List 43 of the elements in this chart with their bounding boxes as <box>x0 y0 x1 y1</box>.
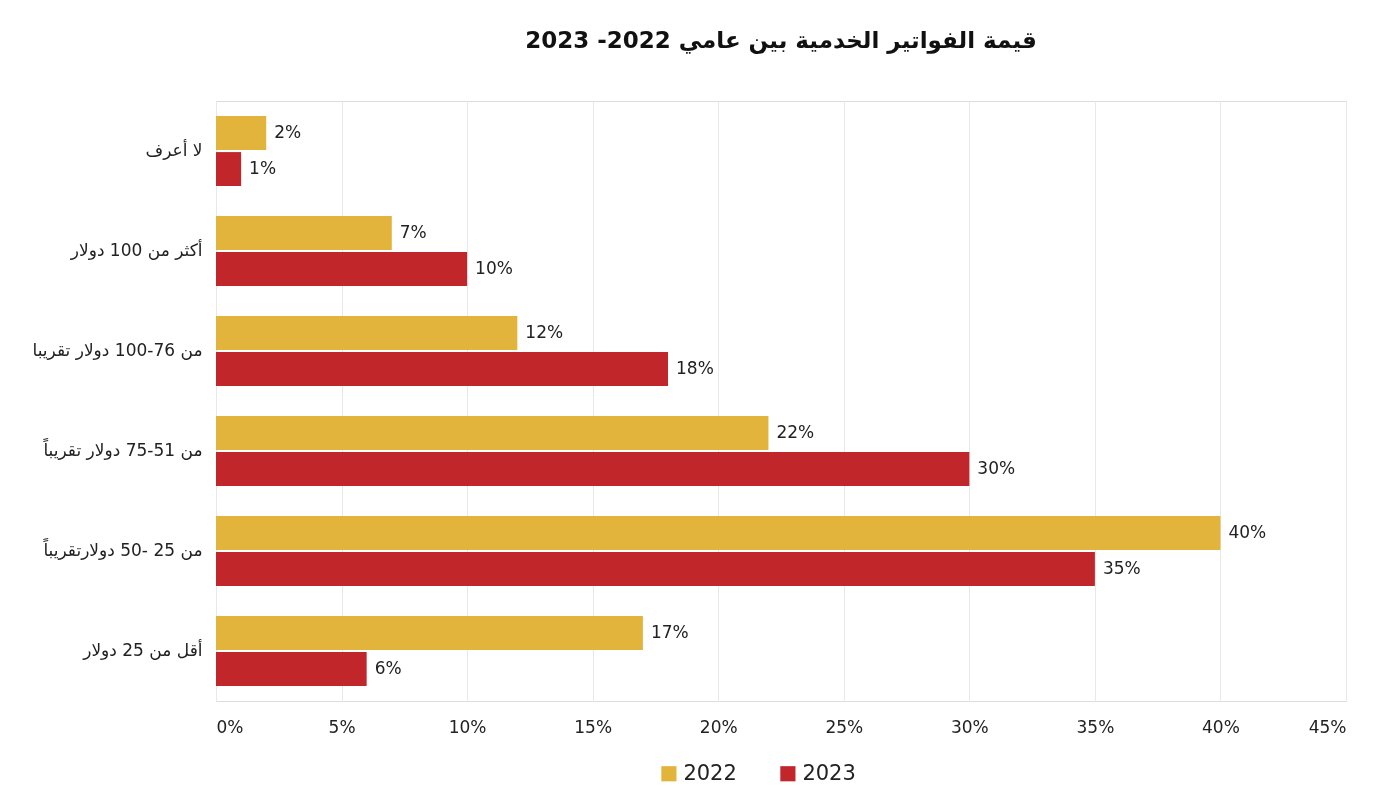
bar <box>216 616 643 650</box>
data-label: 6% <box>374 658 402 679</box>
y-tick-label: أكثر من 100 دولار <box>69 239 203 260</box>
x-tick-label: 30% <box>950 716 989 737</box>
x-tick-label: 20% <box>699 716 738 737</box>
x-tick-label: 25% <box>825 716 864 737</box>
data-label: 1% <box>249 158 277 179</box>
y-tick-label: لا أعرف <box>145 139 203 160</box>
data-label: 40% <box>1228 521 1267 542</box>
data-label: 10% <box>475 258 513 279</box>
data-label: 12% <box>525 321 564 342</box>
y-tick-label: أقل من 25 دولار <box>82 639 203 660</box>
x-tick-label: 45% <box>1308 716 1347 737</box>
y-tick-label: من 76-100 دولار تقريبا <box>32 340 203 360</box>
bar <box>216 116 267 150</box>
bar <box>216 316 518 350</box>
legend-label: 2023 <box>802 760 856 785</box>
bar <box>216 252 468 286</box>
x-tick-label: 5% <box>328 716 356 737</box>
data-label: 18% <box>676 358 714 379</box>
data-label: 22% <box>776 421 815 442</box>
chart-title: قيمة الفواتير الخدمية بين عامي 2022- 2023 <box>525 27 1037 54</box>
bar <box>216 552 1095 586</box>
data-label: 7% <box>399 221 427 242</box>
data-label: 30% <box>977 458 1016 479</box>
bar <box>216 416 769 450</box>
x-tick-label: 10% <box>448 716 487 737</box>
data-label: 17% <box>650 621 689 642</box>
legend-label: 2022 <box>683 760 737 785</box>
bar <box>216 516 1221 550</box>
bar <box>216 452 970 486</box>
data-label: 35% <box>1102 558 1141 579</box>
bar <box>216 352 668 386</box>
bar <box>216 152 242 186</box>
x-tick-label: 15% <box>574 716 613 737</box>
y-tick-label: من 51-75 دولار تقريباً <box>42 437 203 460</box>
bar <box>216 216 392 250</box>
bar <box>216 652 367 686</box>
x-tick-label: 0% <box>216 716 244 737</box>
x-tick-label: 35% <box>1076 716 1115 737</box>
data-label: 2% <box>274 121 302 142</box>
x-tick-label: 40% <box>1202 716 1240 737</box>
y-tick-label: من 25 -50 دولارتقريباً <box>42 537 203 560</box>
